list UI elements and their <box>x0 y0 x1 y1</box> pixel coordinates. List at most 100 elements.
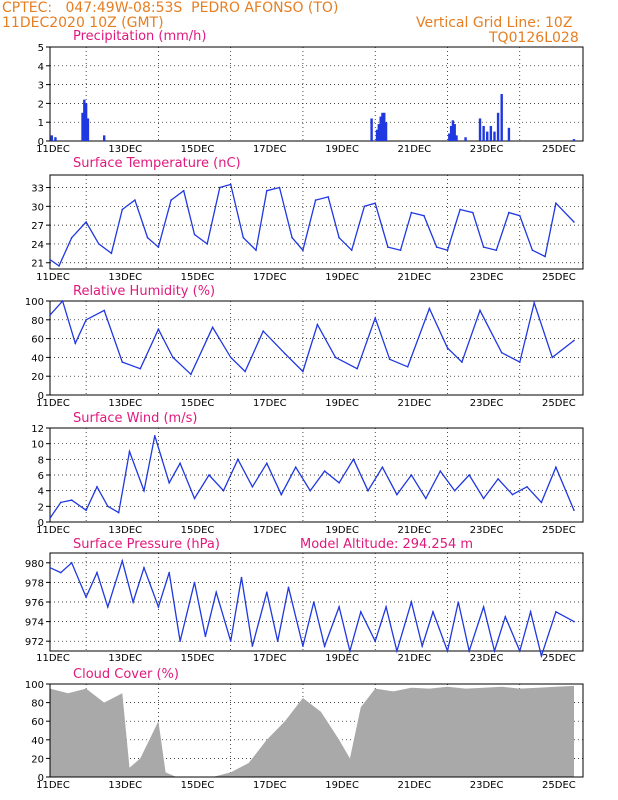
series-point <box>529 611 532 613</box>
precip-bar <box>455 135 458 141</box>
y-tick-label: 980 <box>25 559 44 570</box>
series-point <box>381 466 384 468</box>
plot-frame-overlay <box>49 683 584 778</box>
series-point <box>555 611 557 613</box>
precip-bar <box>572 139 576 141</box>
y-tick-label: 0 <box>38 137 44 148</box>
y-tick-label: 978 <box>25 578 44 589</box>
series-point <box>573 221 575 223</box>
series-point <box>439 470 442 472</box>
x-tick-label: 21DEC <box>397 144 431 155</box>
series-point <box>49 314 51 316</box>
x-tick-label: 19DEC <box>325 144 359 155</box>
y-tick-label: 40 <box>31 353 44 364</box>
header-line-2: 11DEC2020 10Z (GMT) <box>2 15 164 31</box>
y-tick-label: 20 <box>31 754 44 765</box>
series-point <box>356 367 358 370</box>
x-tick-label: 13DEC <box>108 525 142 536</box>
series-point <box>459 208 461 211</box>
x-tick-label: 23DEC <box>470 144 504 155</box>
series-point <box>316 323 319 326</box>
y-tick-label: 80 <box>31 699 44 710</box>
series-point <box>168 482 171 484</box>
series-point <box>540 655 543 657</box>
precip-bar <box>449 125 453 141</box>
series-point <box>359 611 362 613</box>
panel-title: Precipitation (mm/h) <box>73 29 206 44</box>
plot-frame <box>49 46 584 142</box>
series-point <box>182 189 185 192</box>
panel-title: Relative Humidity (%) <box>73 284 215 299</box>
precip-bar <box>489 125 493 141</box>
series-point <box>284 352 286 355</box>
precip-bar <box>83 99 86 141</box>
series-point <box>70 499 73 501</box>
x-tick-label: 15DEC <box>181 144 215 155</box>
series-point <box>338 606 340 608</box>
series-point <box>49 566 51 569</box>
x-tick-label: 21DEC <box>397 525 431 536</box>
y-tick-label: 8 <box>38 455 44 466</box>
x-tick-label: 19DEC <box>325 653 359 664</box>
y-tick-label: 20 <box>31 372 44 383</box>
series-point <box>399 249 402 251</box>
precip-bar <box>81 112 84 141</box>
series-point <box>60 501 62 504</box>
precip-bar <box>103 135 106 141</box>
panel-annotation: Model Altitude: 294.254 m <box>300 537 473 552</box>
series-point <box>367 489 369 492</box>
series-point <box>435 246 438 248</box>
x-tick-label: 17DEC <box>253 525 287 536</box>
precip-bar <box>507 127 511 141</box>
y-tick-label: 974 <box>25 618 44 629</box>
series-point <box>49 517 51 519</box>
series-point <box>302 370 304 373</box>
series-point <box>531 249 534 251</box>
y-tick-label: 10 <box>31 440 44 451</box>
series-point <box>302 645 304 647</box>
series-point <box>255 249 257 251</box>
x-tick-label: 17DEC <box>253 272 287 283</box>
series-point <box>103 309 106 312</box>
series-point <box>85 221 87 223</box>
x-tick-label: 11DEC <box>36 780 70 791</box>
x-tick-label: 21DEC <box>397 780 431 791</box>
y-tick-label: 21 <box>31 259 44 270</box>
precip-bar <box>377 124 381 141</box>
x-tick-label: 17DEC <box>253 780 287 791</box>
series-point <box>146 236 149 239</box>
series-point <box>468 650 470 652</box>
series-point <box>302 249 304 251</box>
series-point <box>551 356 554 359</box>
y-tick-label: 1 <box>38 118 44 129</box>
series-point <box>157 606 160 608</box>
series-point <box>385 606 387 608</box>
series-point <box>555 202 557 204</box>
series-point <box>121 208 124 211</box>
precip-bar <box>464 137 467 141</box>
series-point <box>482 497 485 500</box>
series-point <box>374 640 377 642</box>
series-point <box>511 493 514 496</box>
series-point <box>172 356 174 359</box>
series-point <box>421 645 423 647</box>
y-tick-label: 27 <box>31 221 44 232</box>
precip-bar <box>384 122 388 141</box>
series-point <box>266 462 268 465</box>
series-point <box>500 351 503 354</box>
series-point <box>157 246 160 248</box>
series-point <box>323 645 326 647</box>
series-point <box>406 366 409 368</box>
y-tick-label: 5 <box>38 43 44 54</box>
series-point <box>85 319 87 321</box>
x-tick-label: 25DEC <box>542 272 576 283</box>
series-point <box>128 450 131 453</box>
precip-bar <box>379 116 382 141</box>
series-point <box>312 601 315 603</box>
series-point <box>508 211 510 214</box>
series-point <box>338 236 340 239</box>
series-point <box>540 501 543 504</box>
series-point <box>97 243 100 245</box>
series-point <box>350 249 353 251</box>
series-point <box>219 186 221 189</box>
